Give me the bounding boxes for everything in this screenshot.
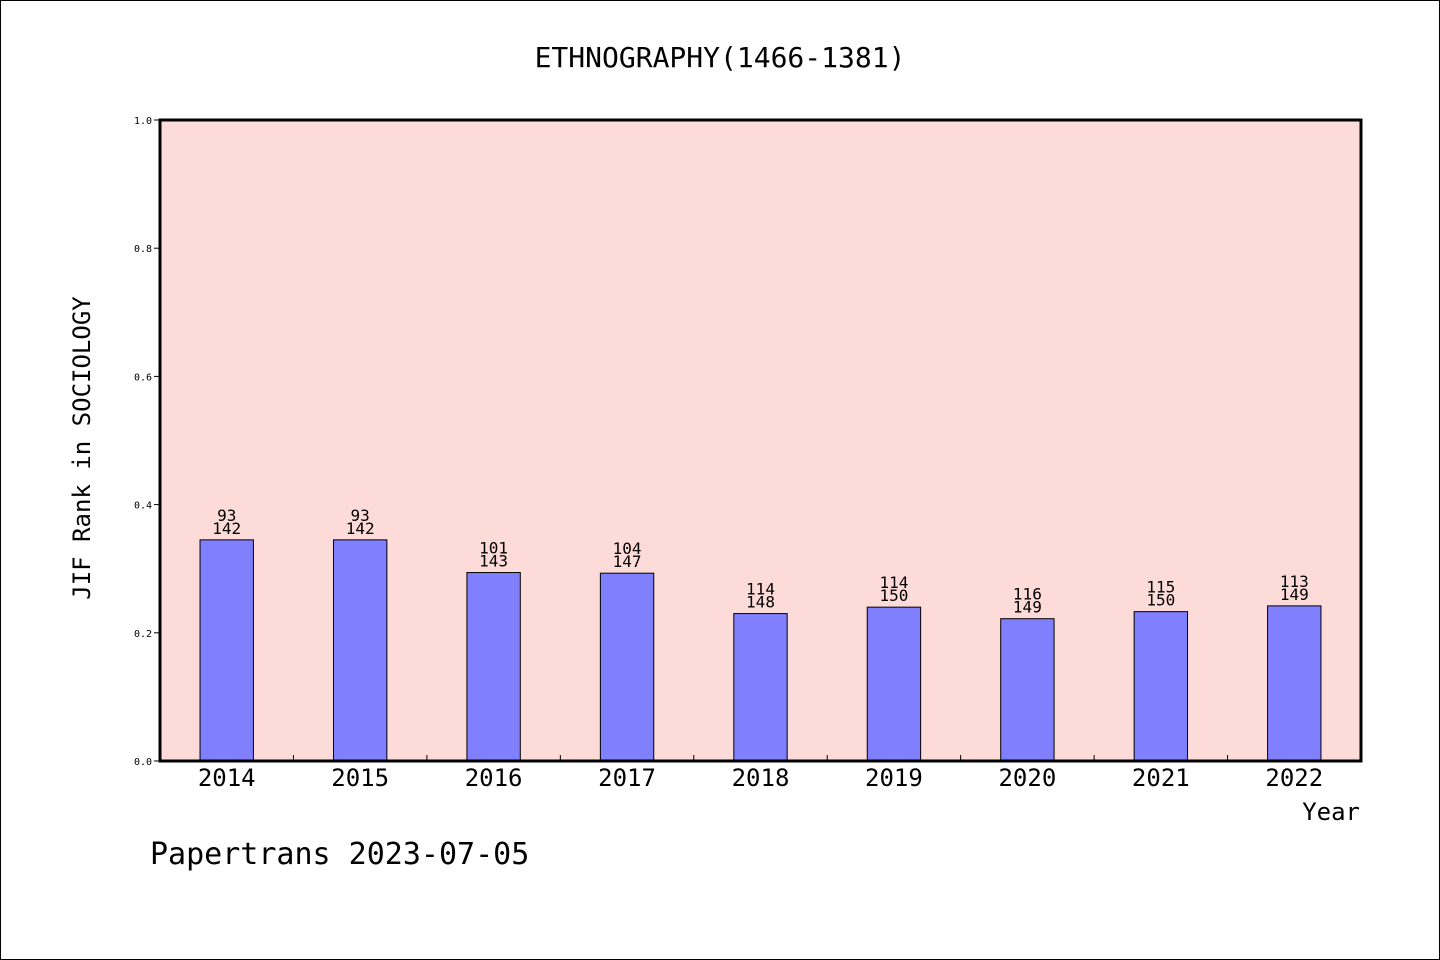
x-tick-label: 2017 [598,764,656,792]
bar-2021 [1133,611,1189,762]
bar-total-label: 149 [1013,598,1042,617]
y-tick-label: 0.0 [134,757,152,768]
plot-border [158,118,1363,763]
y-tick-label: 1.0 [134,116,152,127]
bar-2019 [866,606,922,762]
bar-2020 [1000,618,1055,762]
bar-rank-label: 114 [746,580,775,599]
bar-group [199,539,1322,762]
bar-2018 [733,613,788,762]
footer-credit: Papertrans 2023-07-05 [150,837,529,872]
bar-total-label: 148 [746,593,775,612]
y-tick-label: 0.2 [134,629,152,640]
y-axis: 0.0 0.2 0.4 0.6 0.8 1.0 [134,116,160,768]
x-axis-label: Year [1302,798,1360,826]
bar-rank-label: 93 [351,506,370,525]
bar-2016 [466,572,521,762]
bar-total-label: 147 [613,552,642,571]
bar-rank-label: 101 [479,539,508,558]
x-tick-label: 2018 [732,764,790,792]
bar-rank-label: 93 [217,506,236,525]
bar-2017 [599,572,655,762]
bar-rank-label: 116 [1013,585,1042,604]
x-tick-label: 2014 [198,764,256,792]
x-axis: 2014 2015 2016 2017 2018 2019 2020 2021 2022 [198,755,1323,792]
x-tick-label: 2019 [865,764,923,792]
bar-total-label: 142 [212,519,241,538]
y-axis-label: JIF Rank in SOCIOLOGY [68,296,96,600]
x-tick-label: 2021 [1132,764,1190,792]
bar-total-label: 150 [879,586,908,605]
x-tick-label: 2020 [998,764,1056,792]
y-tick-label: 0.8 [134,244,152,255]
bar-2015 [332,539,388,762]
y-tick-label: 0.4 [134,501,152,512]
y-tick-label: 0.6 [134,372,152,383]
bar-rank-label: 113 [1280,572,1309,591]
bar-total-label: 142 [346,519,375,538]
x-tick-label: 2015 [331,764,389,792]
bar-total-label: 143 [479,552,508,571]
x-tick-label: 2022 [1265,764,1323,792]
bar-total-label: 150 [1146,591,1175,610]
bar-total-label: 149 [1280,585,1309,604]
bar-2014 [199,539,254,762]
x-tick-label: 2016 [465,764,523,792]
bar-rank-label: 115 [1146,578,1175,597]
bar-rank-label: 104 [613,539,642,558]
bar-2022 [1267,605,1322,762]
bar-rank-label: 114 [879,573,908,592]
chart-title: ETHNOGRAPHY(1466-1381) [535,41,906,74]
